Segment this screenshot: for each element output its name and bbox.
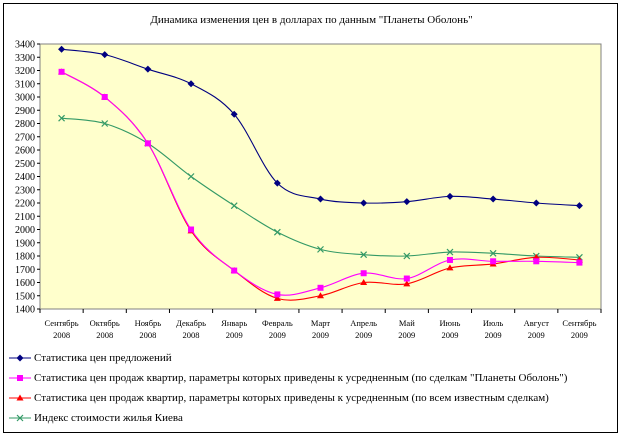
x-tick-label: Октябрь 2008 [90, 318, 120, 340]
x-tick-label: Июль 2009 [483, 318, 504, 340]
data-point [360, 279, 368, 285]
data-point [58, 45, 66, 53]
data-point [230, 202, 238, 210]
data-point [187, 80, 195, 88]
legend-label: Статистика цен продаж квартир, параметры… [34, 392, 549, 404]
data-point [403, 198, 411, 206]
data-point [533, 258, 540, 265]
y-tick-label: 1900 [15, 238, 35, 249]
legend-marker [16, 354, 24, 362]
data-point [231, 267, 238, 274]
x-tick-label: Февраль 2009 [262, 318, 293, 340]
data-point [360, 251, 368, 259]
legend-item: Статистика цен продаж квартир, параметры… [8, 388, 618, 408]
y-tick-label: 2600 [15, 146, 35, 157]
data-point [273, 228, 281, 236]
data-point [273, 179, 281, 187]
x-tick-label: Сентябрь 2009 [562, 318, 596, 340]
y-tick-label: 2200 [15, 199, 35, 210]
y-tick-label: 2400 [15, 172, 35, 183]
data-point [188, 226, 195, 233]
y-tick-label: 2300 [15, 185, 35, 196]
legend-item: Индекс стоимости жилья Киева [8, 408, 618, 428]
y-tick-label: 1600 [15, 278, 35, 289]
data-point [317, 245, 324, 253]
legend-marker [16, 394, 24, 401]
y-tick-label: 3200 [15, 66, 35, 77]
y-tick-label: 2900 [15, 106, 35, 117]
y-tick-label: 1400 [15, 305, 35, 316]
data-point [317, 195, 324, 203]
legend-item: Статистика цен продаж квартир, параметры… [8, 368, 618, 388]
y-tick-label: 3400 [15, 40, 35, 51]
legend: Статистика цен предложений Статистика цен… [8, 348, 618, 428]
series-2 [58, 68, 583, 298]
data-point [273, 294, 281, 301]
y-tick-label: 2500 [15, 159, 35, 170]
data-point [230, 110, 238, 118]
data-point [317, 292, 324, 299]
data-point [101, 94, 108, 100]
data-point [575, 202, 583, 210]
data-point [58, 68, 65, 75]
y-tick-label: 2800 [15, 119, 35, 130]
y-tick-label: 2700 [15, 132, 35, 143]
data-point [144, 65, 152, 73]
y-tick-label: 3100 [15, 79, 35, 90]
y-tick-label: 3300 [15, 53, 35, 64]
data-point [187, 173, 195, 180]
data-point [144, 140, 151, 147]
x-tick-label: Сентябрь 2008 [45, 318, 79, 340]
data-point [446, 256, 453, 263]
data-point [101, 120, 109, 127]
data-point [489, 195, 497, 203]
data-point [403, 252, 411, 260]
legend-label: Индекс стоимости жилья Киева [34, 412, 183, 424]
legend-label: Статистика цен предложений [34, 352, 172, 364]
data-point [360, 199, 368, 207]
data-point [490, 258, 497, 265]
legend-swatch [9, 354, 31, 362]
y-tick-label: 1500 [15, 291, 35, 302]
data-point [576, 259, 583, 266]
data-point [274, 291, 281, 298]
data-point [446, 264, 454, 271]
x-tick-label: Июнь 2009 [440, 318, 461, 340]
data-point [446, 192, 454, 200]
legend-swatch [9, 394, 31, 401]
y-tick-label: 2000 [15, 225, 35, 236]
data-point [532, 199, 540, 207]
legend-label: Статистика цен продаж квартир, параметры… [34, 372, 568, 384]
y-tick-label: 1800 [15, 252, 35, 263]
data-point [360, 270, 367, 277]
x-tick-label: Январь 2009 [221, 318, 247, 340]
data-point [403, 280, 411, 287]
data-point [489, 249, 497, 257]
x-tick-label: Апрель 2009 [350, 318, 377, 340]
legend-marker [16, 414, 24, 422]
chart-title: Динамика изменения цен в долларах по дан… [150, 14, 473, 26]
legend-marker [17, 375, 23, 381]
y-tick-label: 1700 [15, 265, 35, 276]
y-tick-label: 2100 [15, 212, 35, 223]
data-point [317, 284, 324, 291]
y-tick-label: 3000 [15, 93, 35, 104]
series-1 [58, 45, 583, 210]
data-point [58, 114, 66, 122]
data-point [403, 275, 410, 282]
data-point [101, 51, 109, 59]
x-tick-label: Май 2009 [398, 318, 415, 340]
x-tick-label: Декабрь 2008 [176, 318, 206, 340]
legend-swatch [9, 414, 31, 422]
x-tick-label: Август 2009 [524, 318, 550, 340]
legend-item: Статистика цен предложений [8, 348, 618, 368]
x-tick-label: Март 2009 [311, 318, 330, 340]
plot-area [39, 43, 602, 310]
data-point [446, 248, 454, 256]
legend-swatch [9, 375, 31, 381]
x-tick-label: Ноябрь 2008 [135, 318, 162, 340]
